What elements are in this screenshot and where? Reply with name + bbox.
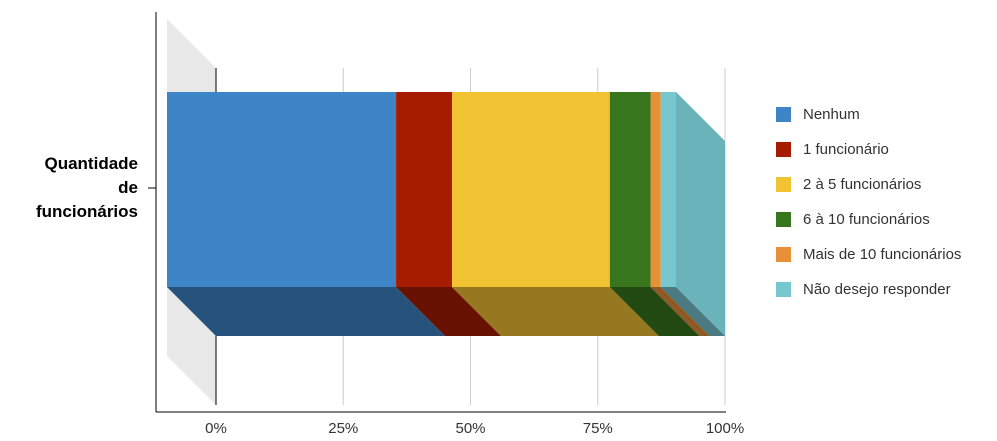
bar-bottom-face: [452, 287, 659, 336]
legend-label: 1 funcionário: [803, 141, 889, 158]
bar-segment: [660, 92, 676, 287]
x-tick-label: 0%: [205, 420, 227, 437]
bar-bottom-face: [660, 287, 725, 336]
category-label: Quantidade de funcionários: [10, 152, 138, 224]
bar-segment: [396, 92, 453, 287]
bar-segment: [650, 92, 661, 287]
category-label-line: funcionários: [35, 202, 138, 221]
bar-segment: [167, 92, 397, 287]
legend-item: Nenhum: [776, 97, 961, 132]
axes: [148, 12, 726, 413]
x-tick-label: 50%: [455, 420, 485, 437]
x-tick-label: 100%: [706, 420, 744, 437]
x-tick-labels: 0% 25% 50% 75% 100%: [205, 420, 744, 437]
legend-item: 6 à 10 funcionários: [776, 202, 961, 237]
bar-segments: [167, 92, 725, 336]
legend-swatch: [776, 247, 791, 262]
legend-item: 2 à 5 funcionários: [776, 167, 961, 202]
legend-item: Não desejo responder: [776, 272, 961, 307]
legend-item: 1 funcionário: [776, 132, 961, 167]
bar-segment: [452, 92, 610, 287]
bar-side-face: [676, 92, 725, 336]
legend-swatch: [776, 142, 791, 157]
bar-segment: [609, 92, 651, 287]
bar-bottom-face: [650, 287, 710, 336]
x-tick-label: 25%: [328, 420, 358, 437]
bar-bottom-face: [396, 287, 502, 336]
legend-label: Mais de 10 funcionários: [803, 246, 962, 263]
legend-swatch: [776, 282, 791, 297]
legend-swatch: [776, 177, 791, 192]
bar-bottom-face: [609, 287, 700, 336]
x-tick-label: 75%: [583, 420, 613, 437]
legend-swatch: [776, 212, 791, 227]
category-label-line: de: [118, 178, 138, 197]
legend: Nenhum 1 funcionário 2 à 5 funcionários …: [776, 97, 961, 307]
legend-label: 6 à 10 funcionários: [803, 211, 930, 228]
bar-bottom-face: [167, 287, 446, 336]
category-label-line: Quantidade: [44, 154, 138, 173]
legend-label: Nenhum: [803, 106, 860, 123]
legend-label: Não desejo responder: [803, 281, 951, 298]
legend-item: Mais de 10 funcionários: [776, 237, 961, 272]
legend-label: 2 à 5 funcionários: [803, 176, 922, 193]
legend-swatch: [776, 107, 791, 122]
